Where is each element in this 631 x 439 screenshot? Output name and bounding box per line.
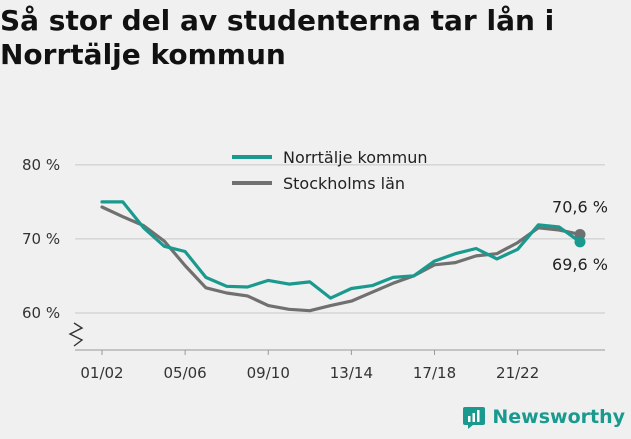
end-label-stockholm: 70,6 % [552, 197, 608, 216]
brand-logo: Newsworthy [462, 405, 625, 429]
y-tick-label: 60 % [22, 304, 60, 322]
series-line [100, 200, 582, 300]
legend-label: Stockholms län [283, 174, 405, 193]
legend-label: Norrtälje kommun [283, 148, 427, 167]
x-tick-label: 05/06 [164, 364, 207, 382]
axis-layer: 60 % 70 % 80 % 01/02 05/06 09/10 13/14 17/18 21/… [22, 156, 605, 382]
y-tick-label: 70 % [22, 230, 60, 248]
legend: Norrtälje kommun Stockholms län [232, 148, 427, 193]
series-layer [100, 200, 586, 313]
series-line [100, 205, 582, 313]
newsworthy-logo-icon [463, 407, 486, 429]
chart-title: Så stor del av studenterna tar lån i Nor… [0, 4, 555, 71]
brand-name: Newsworthy [492, 406, 625, 428]
end-labels: 70,6 % 69,6 % [552, 197, 608, 273]
x-tick-label: 13/14 [330, 364, 373, 382]
x-tick-label: 21/22 [496, 364, 539, 382]
x-tick-label: 01/02 [80, 364, 123, 382]
end-label-norrtalje: 69,6 % [552, 255, 608, 274]
series-end-point [574, 236, 586, 248]
x-tick-label: 09/10 [247, 364, 290, 382]
axis-break-icon [68, 322, 84, 347]
x-tick-label: 17/18 [413, 364, 456, 382]
y-tick-label: 80 % [22, 156, 60, 174]
